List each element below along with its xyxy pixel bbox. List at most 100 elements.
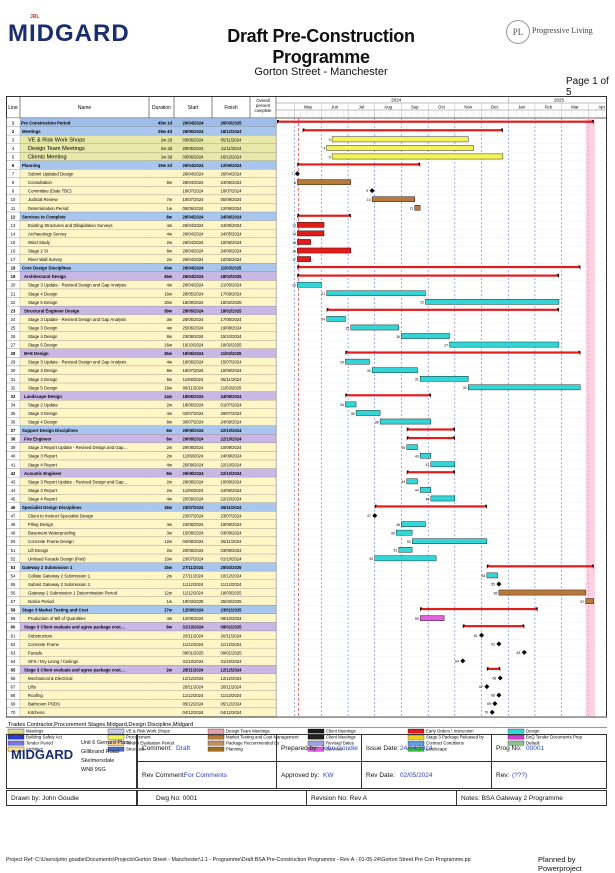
row-name: Piling Design xyxy=(28,522,54,527)
page-number: Page 1 of 5 xyxy=(566,76,609,98)
row-start: 25/09/2024 xyxy=(183,496,205,501)
row-name: Submit Updated Design xyxy=(28,172,74,177)
row-start: 26/04/2024 xyxy=(183,283,205,288)
row-finish: 22/10/2024 xyxy=(221,496,243,501)
row-name: Clients Meeting xyxy=(28,154,67,160)
row-start: 05/12/2024 xyxy=(183,702,205,707)
row-start: 09/01/2025 xyxy=(183,650,205,655)
dwg-cell: Dwg No: 0001 xyxy=(137,790,307,806)
summary-bar xyxy=(420,607,538,611)
bar-label: 44 xyxy=(415,489,419,493)
summary-bar-end-cap xyxy=(484,504,487,510)
row-line-number: 19 xyxy=(11,274,16,279)
row-start: 03/06/2024 xyxy=(183,154,205,159)
row-start: 11/09/2024 xyxy=(183,488,204,493)
row-name: Lifts xyxy=(28,685,36,690)
task-bar xyxy=(585,598,594,604)
task-bar xyxy=(297,179,351,185)
row-finish: 18/07/2024 xyxy=(221,189,243,194)
row-line-number: 68 xyxy=(11,693,16,698)
milestone-diamond xyxy=(496,692,502,698)
row-duration: 2w xyxy=(167,454,173,459)
titleblock-logo: MIDGARD xyxy=(11,747,74,762)
row-finish: 17/06/2024 xyxy=(221,317,243,322)
summary-bar xyxy=(486,667,501,670)
legend-swatch xyxy=(507,734,525,740)
row-finish: 16/12/2024 xyxy=(221,154,243,159)
row-start: 11/09/2024 xyxy=(183,454,204,459)
task-bar xyxy=(345,401,357,408)
row-line-number: 26 xyxy=(11,334,16,339)
row-name: Stage 5 Design xyxy=(28,385,58,390)
notes: Notes: BSA Gateway 2 Programme xyxy=(461,795,563,802)
row-finish: 18/02/2025 xyxy=(221,308,243,313)
bar-label: 69 xyxy=(487,702,491,706)
timeline-month: Nov xyxy=(464,105,472,110)
row-start: 29/08/2024 xyxy=(183,479,205,484)
legend-label: BoQ Tender Documents Prep xyxy=(526,735,583,740)
logo-text: MIDGARD xyxy=(8,20,130,47)
summary-bar-end-cap xyxy=(578,350,581,356)
row-duration: 4w xyxy=(167,223,173,228)
row-name: Collate Gateway 2 Submission 1 xyxy=(28,573,91,578)
summary-bar-start-cap xyxy=(345,350,348,356)
row-finish: 11/12/2024 xyxy=(221,642,242,647)
row-duration: 2w xyxy=(167,257,173,262)
row-line-number: 43 xyxy=(11,479,16,484)
row-duration: 12w xyxy=(164,539,173,544)
row-line-number: 1 xyxy=(12,120,15,125)
timeline-month: Feb xyxy=(545,105,553,110)
row-start: 26/04/2024 xyxy=(183,120,205,125)
row-start: 15/08/2024 xyxy=(183,531,205,536)
row-finish: 22/10/2024 xyxy=(221,471,243,476)
row-start: 31/10/2024 xyxy=(183,659,205,664)
prepared-value: John Goudie xyxy=(321,745,358,752)
legend-label: VE & Risk Work Shops xyxy=(126,729,170,734)
legend-label: Market Testing and Cost Management xyxy=(226,735,299,740)
legend-label: Design Team Meetings xyxy=(226,729,270,734)
row-duration: 8w xyxy=(166,471,172,476)
row-name: M+E Design xyxy=(24,351,49,356)
row-name: Submit Gateway 2 Submission 1 xyxy=(28,582,91,587)
summary-bar-start-cap xyxy=(297,214,300,219)
row-name: River Wall Survey xyxy=(28,257,63,262)
row-finish: 22/10/2024 xyxy=(221,428,243,433)
summary-bar-end-cap xyxy=(452,427,455,433)
row-line-number: 5 xyxy=(12,154,15,159)
row-duration: 8w xyxy=(167,334,173,339)
bar-label: 30 xyxy=(367,369,371,373)
row-finish: 26/03/2025 xyxy=(221,120,243,125)
row-name: Stage 3 Design xyxy=(28,368,58,373)
summary-bar xyxy=(297,163,421,166)
column-header-percent: percent xyxy=(256,103,271,108)
bar-label: 22 xyxy=(420,301,424,305)
summary-bar-start-cap xyxy=(374,504,377,510)
bar-label: 68 xyxy=(491,694,495,698)
row-finish: 24/09/2024 xyxy=(221,394,243,399)
row-line-number: 27 xyxy=(11,343,16,348)
approved-label: Approved by: xyxy=(281,772,320,779)
row-name: Meetings xyxy=(22,129,41,134)
bar-label: 52 xyxy=(369,557,373,561)
row-duration: 14w xyxy=(164,394,173,399)
row-start: 18/07/2024 xyxy=(183,189,205,194)
row-start: 26/05/2024 xyxy=(183,129,205,134)
row-name: Services to Complete xyxy=(22,214,66,219)
row-start: 11/09/2024 xyxy=(183,377,204,382)
row-start: 18/07/2024 xyxy=(183,368,205,373)
task-bar xyxy=(398,547,413,553)
task-bar xyxy=(297,222,325,228)
prog-no-label: Prog No: xyxy=(496,745,522,752)
row-duration: 8w xyxy=(166,428,172,433)
timeline-month: Sep xyxy=(411,105,419,110)
task-bar xyxy=(297,230,325,237)
row-name: Stage 3 Update - Revised Design and Gap … xyxy=(28,360,126,365)
row-finish: 26/11/2024 xyxy=(221,539,242,544)
row-duration: 4w xyxy=(167,411,173,416)
milestone-diamond xyxy=(479,632,485,638)
row-start: 26/04/2024 xyxy=(183,231,205,236)
bar-label: 45 xyxy=(426,497,430,501)
prepared-cell: Prepared by: John Goudie xyxy=(276,734,362,762)
row-finish: 29/07/2024 xyxy=(221,411,243,416)
task-bar xyxy=(430,495,456,502)
